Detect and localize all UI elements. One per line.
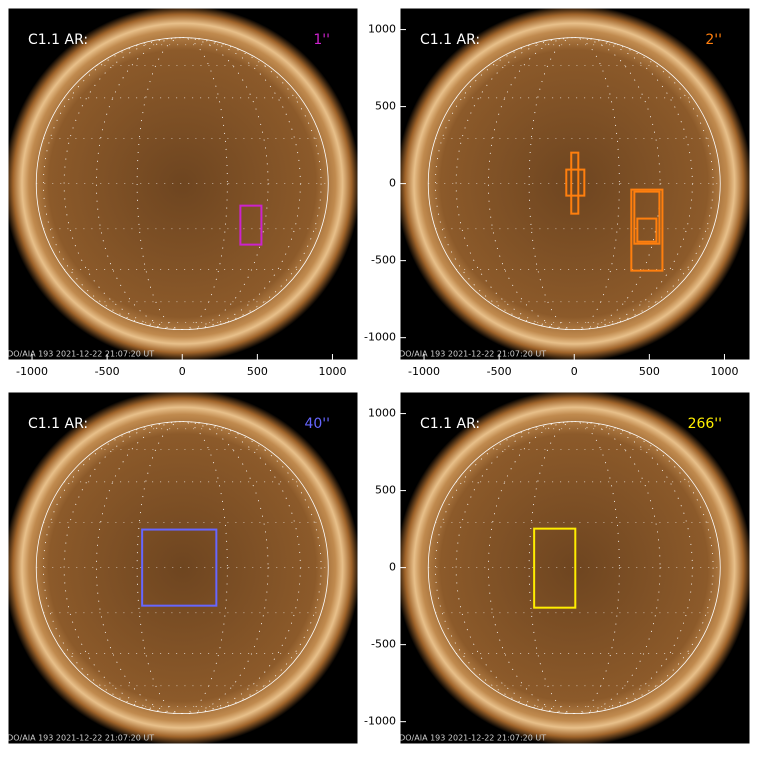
grid-meridian — [434, 421, 714, 715]
panel: C1.1 AR: 2'' SDO/AIA 193 2021-12-22 21:07:… — [394, 8, 750, 360]
x-tick-label: 0 — [179, 365, 186, 378]
sun — [400, 392, 750, 744]
x-tick-label: -1000 — [16, 365, 48, 378]
roi-box — [141, 528, 218, 607]
grid-meridian — [63, 421, 301, 715]
y-tick-label: -500 — [371, 254, 396, 267]
roi-box — [633, 190, 661, 245]
y-tick-label: 0 — [389, 561, 396, 574]
sun — [8, 392, 358, 744]
roi-box — [533, 527, 577, 609]
limb — [35, 421, 329, 715]
grid-meridian — [96, 37, 269, 331]
panel: C1.1 AR: 40'' SDO/AIA 193 2021-12-22 21:07… — [2, 392, 358, 744]
panel-title: C1.1 AR: — [420, 416, 480, 432]
y-tick-label: -500 — [371, 638, 396, 651]
limb — [35, 37, 329, 331]
grid-meridian — [434, 37, 714, 331]
y-tick-label: -1000 — [364, 715, 396, 728]
roi-box — [239, 204, 263, 246]
y-tick-label: 1000 — [368, 407, 396, 420]
limb — [427, 37, 721, 331]
x-tick-label: 1000 — [318, 365, 346, 378]
frame — [7, 391, 359, 745]
grid-meridian — [63, 37, 301, 331]
panel-label: 2'' — [705, 32, 722, 48]
panel-title: C1.1 AR: — [420, 32, 480, 48]
sun — [400, 8, 750, 360]
y-tick-label: 500 — [375, 100, 396, 113]
grid-meridian — [42, 421, 322, 715]
grid-meridian — [488, 421, 661, 715]
x-tick-label: 1000 — [710, 365, 738, 378]
x-tick-label: 500 — [247, 365, 268, 378]
grid-meridian — [455, 37, 693, 331]
panel-label: 266'' — [688, 416, 722, 432]
footer: SDO/AIA 193 2021-12-22 21:07:20 UT — [394, 734, 546, 743]
x-tick-label: 0 — [571, 365, 578, 378]
x-tick-label: -1000 — [408, 365, 440, 378]
grid-meridian — [488, 37, 661, 331]
footer: SDO/AIA 193 2021-12-22 21:07:20 UT — [394, 350, 546, 359]
grid-meridian — [96, 421, 269, 715]
x-tick-label: -500 — [487, 365, 512, 378]
roi-box — [636, 217, 658, 243]
y-tick-label: 500 — [375, 484, 396, 497]
y-tick-label: 0 — [389, 177, 396, 190]
roi-box — [630, 188, 664, 272]
panel-label: 40'' — [304, 416, 330, 432]
panel-label: 1'' — [313, 32, 330, 48]
roi-box — [565, 168, 586, 197]
grid-meridian — [455, 421, 693, 715]
sun — [8, 8, 358, 360]
y-tick-label: 1000 — [368, 23, 396, 36]
grid-meridian — [42, 37, 322, 331]
panel-title: C1.1 AR: — [28, 32, 88, 48]
x-tick-label: -500 — [95, 365, 120, 378]
roi-box — [570, 151, 580, 215]
y-tick-label: -1000 — [364, 331, 396, 344]
frame — [7, 7, 359, 361]
footer: SDO/AIA 193 2021-12-22 21:07:20 UT — [2, 350, 154, 359]
panel: C1.1 AR: 1'' SDO/AIA 193 2021-12-22 21:07:… — [2, 8, 358, 360]
limb — [427, 421, 721, 715]
footer: SDO/AIA 193 2021-12-22 21:07:20 UT — [2, 734, 154, 743]
panel: C1.1 AR: 266'' SDO/AIA 193 2021-12-22 21:0… — [394, 392, 750, 744]
panel-title: C1.1 AR: — [28, 416, 88, 432]
x-tick-label: 500 — [639, 365, 660, 378]
